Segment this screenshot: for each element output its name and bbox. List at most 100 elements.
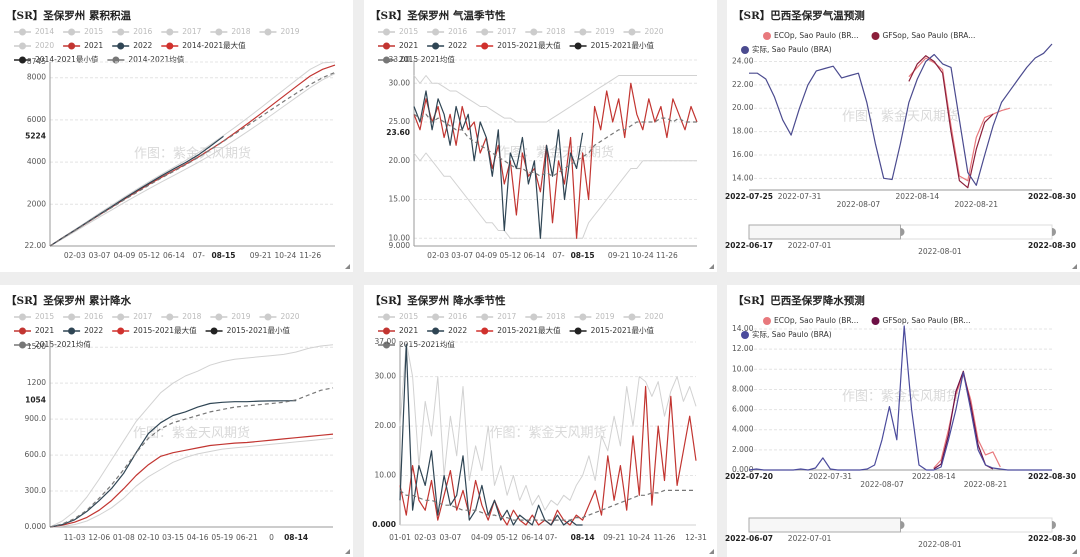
chart-title: 【SR】圣保罗州 气温季节性: [370, 9, 506, 22]
legend-label[interactable]: 2016: [84, 312, 103, 321]
legend-symbol: [579, 313, 587, 321]
pointer-label: 5224: [25, 131, 46, 140]
y-tick-label: 2.000: [732, 445, 754, 454]
legend-label[interactable]: GFSop, Sao Paulo (BRA...: [883, 31, 976, 40]
legend-label[interactable]: 2015-2021最大值: [497, 40, 561, 50]
x-tick-label: 2022-07-20: [725, 472, 773, 481]
series-line: [413, 113, 697, 177]
legend-label[interactable]: 2015-2021最小值: [591, 325, 655, 335]
legend-label[interactable]: 2020: [644, 27, 663, 36]
x-tick-label: 11-03: [64, 533, 86, 542]
legend-label[interactable]: 2019: [231, 312, 250, 321]
x-tick-label: 06-14: [524, 251, 546, 260]
legend-label[interactable]: 2015: [84, 27, 103, 36]
legend-label[interactable]: 2018: [182, 312, 201, 321]
legend-symbol: [871, 317, 880, 325]
x-tick-label: 08-15: [211, 251, 235, 260]
navigator-handle[interactable]: [1052, 521, 1056, 529]
legend-label[interactable]: 2015: [399, 27, 418, 36]
series-line: [749, 43, 1053, 186]
legend-label[interactable]: 2018: [231, 27, 250, 36]
legend-label[interactable]: 2021: [399, 41, 418, 50]
legend-label[interactable]: 2018: [546, 27, 565, 36]
legend-label[interactable]: 2016: [448, 312, 467, 321]
legend-label[interactable]: 2015-2021最大值: [133, 325, 197, 335]
legend-symbol: [741, 331, 749, 339]
y-tick-label: 20.00: [389, 156, 411, 165]
legend-label[interactable]: 2014: [35, 27, 54, 36]
legend-label[interactable]: 2014-2021最小值: [35, 54, 99, 64]
legend-label[interactable]: 2019: [595, 27, 614, 36]
legend-label[interactable]: 2021: [399, 326, 418, 335]
chart-title: 【SR】巴西圣保罗降水预测: [733, 294, 865, 307]
legend-label[interactable]: ECOp, Sao Paulo (BR...: [774, 31, 859, 40]
x-tick-label: 11-26: [299, 251, 321, 260]
legend-label[interactable]: 实际, Sao Paulo (BRA): [752, 44, 832, 54]
navigator-label: 2022-08-30: [1028, 534, 1076, 543]
legend-label[interactable]: 2020: [644, 312, 663, 321]
legend-symbol: [383, 42, 390, 50]
legend-symbol: [383, 56, 390, 64]
navigator-window[interactable]: [748, 224, 901, 240]
y-tick-label: 8000: [27, 73, 46, 82]
legend-label[interactable]: 2017: [497, 312, 516, 321]
legend-label[interactable]: 2016: [133, 27, 152, 36]
x-tick-label: 2022-07-25: [725, 192, 773, 201]
legend-label[interactable]: 2015-2021均值: [399, 54, 455, 64]
legend-symbol: [19, 313, 26, 321]
legend-label[interactable]: 实际, Sao Paulo (BRA): [752, 329, 832, 339]
resize-handle: [1072, 264, 1077, 269]
legend-label[interactable]: 2017: [497, 27, 516, 36]
y-tick-label: 8745: [27, 57, 46, 66]
legend-label[interactable]: 2014-2021最大值: [182, 40, 246, 50]
legend-label[interactable]: 2021: [35, 326, 54, 335]
legend-label[interactable]: GFSop, Sao Paulo (BR...: [883, 316, 971, 325]
x-tick-label: 09-21: [603, 533, 625, 542]
navigator-window[interactable]: [748, 517, 901, 533]
x-tick-label: 08-14: [284, 533, 308, 542]
panel: [727, 0, 1080, 272]
navigator-handle[interactable]: [900, 228, 905, 236]
legend-label[interactable]: 2022: [448, 326, 467, 335]
x-tick-label: 06-14: [521, 533, 543, 542]
legend-label[interactable]: 2022: [448, 41, 467, 50]
legend-label[interactable]: 2014-2021均值: [128, 54, 184, 64]
legend-symbol: [383, 327, 390, 335]
watermark: 作图：紫金天风期货: [842, 389, 959, 405]
legend-label[interactable]: 2016: [448, 27, 467, 36]
legend-label[interactable]: 2017: [133, 312, 152, 321]
legend-label[interactable]: 2017: [182, 27, 201, 36]
legend-label[interactable]: 2015-2021最小值: [227, 325, 291, 335]
legend-label[interactable]: 2018: [546, 312, 565, 321]
legend-symbol: [763, 317, 771, 325]
y-tick-label: 14.00: [732, 324, 754, 333]
legend-label[interactable]: 2015: [35, 312, 54, 321]
x-tick-label: 04-09: [471, 533, 493, 542]
y-tick-label: 33.00: [389, 55, 411, 64]
legend-label[interactable]: 2015-2021最大值: [497, 325, 561, 335]
legend-label[interactable]: 2022: [133, 41, 152, 50]
legend-label[interactable]: 2020: [280, 312, 299, 321]
panel: [364, 0, 717, 272]
legend-label[interactable]: 2015: [399, 312, 418, 321]
x-tick-label: 08-14: [571, 533, 595, 542]
navigator-handle[interactable]: [900, 521, 905, 529]
legend-label[interactable]: 2020: [35, 41, 54, 50]
legend-symbol: [210, 327, 218, 335]
legend-label[interactable]: 2015-2021均值: [399, 339, 455, 349]
legend-symbol: [215, 28, 223, 36]
legend-label[interactable]: 2015-2021均值: [35, 339, 91, 349]
legend-label[interactable]: 2019: [595, 312, 614, 321]
y-tick-label: 8.000: [732, 384, 754, 393]
resize-handle: [1072, 549, 1077, 554]
legend-label[interactable]: 2021: [84, 41, 103, 50]
legend-symbol: [432, 313, 440, 321]
x-tick-label: 08-15: [571, 251, 595, 260]
series-line: [49, 387, 334, 528]
legend-label[interactable]: 2022: [84, 326, 103, 335]
navigator-handle[interactable]: [1052, 228, 1056, 236]
legend-label[interactable]: 2019: [280, 27, 299, 36]
legend-label[interactable]: ECOp, Sao Paulo (BR...: [774, 316, 859, 325]
legend-label[interactable]: 2015-2021最小值: [591, 40, 655, 50]
y-tick-label: 600.0: [25, 450, 47, 459]
